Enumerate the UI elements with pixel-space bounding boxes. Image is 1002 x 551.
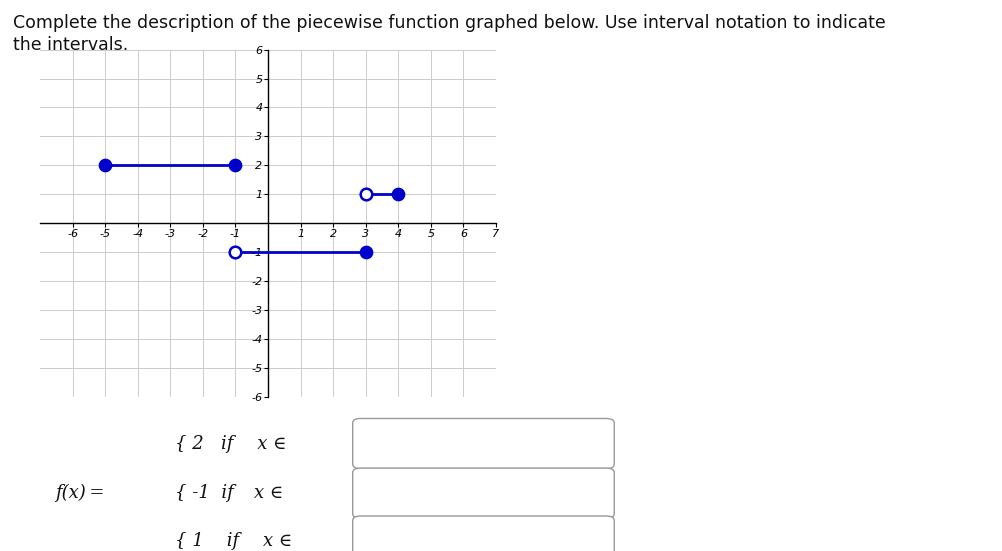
Point	[358, 190, 374, 198]
Point	[227, 161, 243, 170]
Point	[358, 248, 374, 257]
Text: { -1  if     x ∈: { -1 if x ∈	[175, 484, 284, 502]
Text: Complete the description of the piecewise function graphed below. Use interval n: Complete the description of the piecewis…	[13, 14, 886, 32]
Text: { 1    if      x ∈: { 1 if x ∈	[175, 532, 293, 550]
Text: { 2   if      x ∈: { 2 if x ∈	[175, 435, 287, 452]
Point	[97, 161, 113, 170]
Text: f(x) =: f(x) =	[55, 484, 104, 503]
Text: the intervals.: the intervals.	[13, 36, 128, 54]
Point	[390, 190, 407, 198]
Point	[227, 248, 243, 257]
